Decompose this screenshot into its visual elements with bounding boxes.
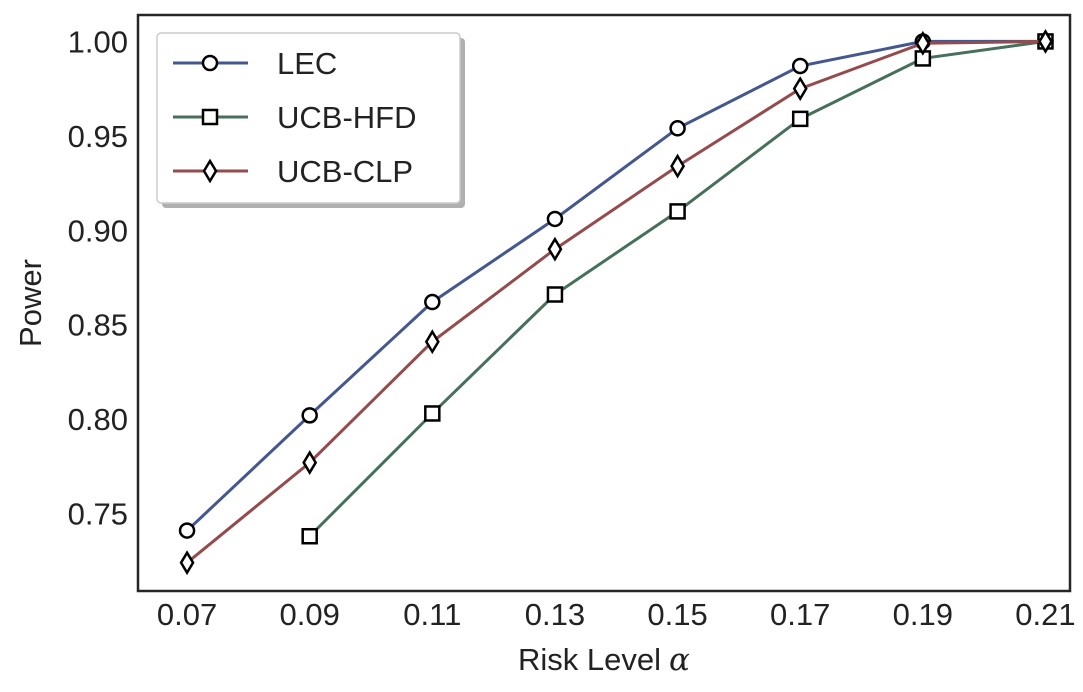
y-tick-label: 0.75 xyxy=(68,497,128,532)
legend: LEC UCB-HFD UCB-CLP xyxy=(156,32,465,208)
legend-marker-ucb-clp xyxy=(202,158,218,184)
data-point-ucb-clp xyxy=(424,329,440,355)
legend-label-lec: LEC xyxy=(277,46,337,81)
x-tick-label: 0.09 xyxy=(280,597,340,632)
plot-area xyxy=(178,29,1054,576)
data-point-ucb-clp xyxy=(792,76,808,102)
x-axis-ticks: 0.07 0.09 0.11 0.13 0.15 0.17 0.19 0.21 xyxy=(157,597,1076,632)
legend-marker-lec xyxy=(201,54,219,72)
legend-marker-ucb-hfd xyxy=(201,108,219,126)
x-axis-label-text: Risk Level xyxy=(518,642,661,677)
legend-box xyxy=(156,32,461,204)
data-point-lec xyxy=(301,407,318,424)
x-axis-label-symbol: α xyxy=(669,642,690,678)
legend-label-ucb-clp: UCB-CLP xyxy=(277,154,413,189)
x-tick-label: 0.17 xyxy=(770,597,830,632)
data-point-lec xyxy=(546,210,564,228)
data-point-lec xyxy=(791,57,809,75)
data-point-ucb-hfd xyxy=(424,405,441,422)
data-point-lec xyxy=(178,522,196,539)
y-tick-label: 0.80 xyxy=(68,402,128,437)
data-point-ucb-clp xyxy=(1038,29,1053,54)
y-axis-ticks: 0.75 0.80 0.85 0.90 0.95 1.00 xyxy=(68,24,128,531)
x-tick-label: 0.15 xyxy=(647,597,707,632)
data-point-lec xyxy=(424,293,441,311)
x-axis-label: Risk Level α xyxy=(518,642,690,678)
y-tick-label: 1.00 xyxy=(68,24,128,59)
data-point-lec xyxy=(669,120,686,137)
y-tick-label: 0.85 xyxy=(68,308,128,343)
series-line-ucb-clp xyxy=(186,39,1046,564)
data-point-ucb-hfd xyxy=(301,527,318,545)
data-point-ucb-hfd xyxy=(791,110,809,128)
data-point-ucb-clp xyxy=(302,450,318,476)
data-point-ucb-clp xyxy=(547,236,563,262)
series-ucb-clp xyxy=(179,29,1053,576)
x-tick-label: 0.07 xyxy=(157,597,217,632)
y-axis-label: Power xyxy=(13,259,48,347)
data-point-ucb-clp xyxy=(179,550,195,576)
x-tick-label: 0.19 xyxy=(893,597,953,632)
data-point-ucb-clp xyxy=(915,30,931,56)
y-tick-label: 0.90 xyxy=(68,213,128,248)
data-point-ucb-hfd xyxy=(669,203,686,220)
data-point-ucb-hfd xyxy=(546,286,564,303)
series-ucb-hfd xyxy=(301,33,1054,545)
x-tick-label: 0.13 xyxy=(525,597,585,632)
series-line-lec xyxy=(186,39,1046,532)
x-tick-label: 0.21 xyxy=(1015,597,1075,632)
y-tick-label: 0.95 xyxy=(68,119,128,154)
legend-label-ucb-hfd: UCB-HFD xyxy=(277,100,417,135)
data-point-ucb-clp xyxy=(670,153,686,179)
x-tick-label: 0.11 xyxy=(403,597,461,632)
plot-frame xyxy=(136,13,1072,593)
